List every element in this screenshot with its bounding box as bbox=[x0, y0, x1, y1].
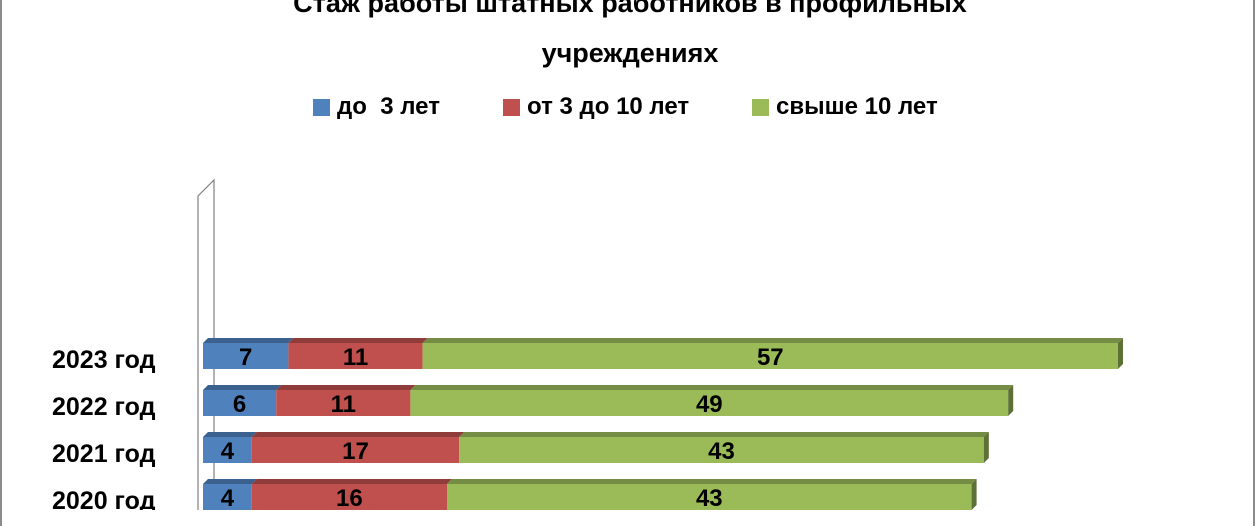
bar-side-face bbox=[983, 432, 989, 463]
bar-front-face bbox=[447, 484, 972, 510]
legend: до 3 лет от 3 до 10 лет свыше 10 лет bbox=[0, 93, 1260, 125]
legend-item-over-10: свыше 10 лет bbox=[752, 93, 938, 121]
bar-front-face bbox=[459, 437, 984, 463]
bar-segment-1-1: 11 bbox=[276, 385, 416, 418]
bar-top-face bbox=[203, 432, 257, 437]
data-label: 6 bbox=[233, 391, 246, 418]
bar-front-face bbox=[410, 390, 1009, 416]
chart-title: Стаж работы штатных работников в профиль… bbox=[0, 0, 1260, 78]
bar-front-face bbox=[288, 343, 423, 369]
legend-label-3-to-10: от 3 до 10 лет bbox=[527, 93, 690, 120]
bar-segment-3-0: 4 bbox=[203, 479, 257, 510]
bar-segment-0-2: 57 bbox=[422, 338, 1124, 371]
data-label: 57 bbox=[757, 344, 784, 371]
legend-swatch-3-to-10 bbox=[503, 98, 520, 116]
data-label: 43 bbox=[708, 438, 735, 465]
bar-top-face bbox=[203, 479, 257, 484]
data-label: 11 bbox=[343, 344, 368, 371]
bar-front-face bbox=[251, 437, 460, 463]
chart-title-line-1: Стаж работы штатных работников в профиль… bbox=[293, 0, 967, 18]
bar-front-face bbox=[276, 390, 411, 416]
bar-front-face bbox=[203, 343, 289, 369]
category-label: 2023 год bbox=[52, 346, 156, 374]
chart-title-line-2: учреждениях bbox=[541, 38, 719, 68]
data-label: 17 bbox=[342, 438, 369, 465]
bar-top-face bbox=[459, 432, 989, 437]
legend-swatch-under-3 bbox=[313, 98, 330, 116]
data-label: 43 bbox=[696, 485, 723, 510]
bar-front-face bbox=[203, 437, 252, 463]
category-label: 2020 год bbox=[52, 487, 156, 510]
bar-segment-3-1: 16 bbox=[251, 479, 452, 510]
bar-segment-0-1: 11 bbox=[288, 338, 428, 371]
data-label: 49 bbox=[696, 391, 723, 418]
bar-top-face bbox=[203, 338, 294, 343]
bar-top-face bbox=[288, 338, 428, 343]
bar-top-face bbox=[251, 479, 452, 484]
category-label: 2022 год bbox=[52, 393, 156, 421]
data-label: 11 bbox=[331, 391, 356, 418]
bar-top-face bbox=[422, 338, 1124, 343]
bar-top-face bbox=[203, 385, 282, 390]
bar-segment-2-1: 17 bbox=[251, 432, 465, 465]
bars-group: 7 11 57 6 11 49 4 17 43 4 16 43 bbox=[203, 338, 1124, 510]
data-label: 4 bbox=[221, 485, 235, 510]
bar-segment-2-2: 43 bbox=[459, 432, 989, 465]
bar-segment-0-0: 7 bbox=[203, 338, 294, 371]
legend-label-over-10: свыше 10 лет bbox=[776, 93, 938, 120]
data-label: 7 bbox=[239, 344, 252, 371]
bar-segment-1-2: 49 bbox=[410, 385, 1014, 418]
bar-segment-2-0: 4 bbox=[203, 432, 257, 465]
data-label: 4 bbox=[221, 438, 235, 465]
bar-front-face bbox=[203, 484, 252, 510]
bar-top-face bbox=[251, 432, 465, 437]
bar-front-face bbox=[251, 484, 447, 510]
bar-side-face bbox=[1008, 385, 1014, 416]
bar-segment-1-0: 6 bbox=[203, 385, 282, 418]
bar-top-face bbox=[410, 385, 1014, 390]
bar-top-face bbox=[276, 385, 416, 390]
legend-item-under-3: до 3 лет bbox=[313, 93, 440, 121]
bar-front-face bbox=[203, 390, 277, 416]
bar-front-face bbox=[422, 343, 1119, 369]
legend-swatch-over-10 bbox=[752, 98, 769, 116]
bar-top-face bbox=[447, 479, 977, 484]
bar-side-face bbox=[971, 479, 977, 510]
data-label: 16 bbox=[336, 485, 363, 510]
category-label: 2021 год bbox=[52, 440, 156, 468]
legend-label-under-3: до 3 лет bbox=[337, 93, 440, 120]
category-labels: 2023 год 2022 год 2021 год 2020 год bbox=[52, 346, 156, 510]
bar-side-face bbox=[1118, 338, 1123, 369]
bar-segment-3-2: 43 bbox=[447, 479, 977, 510]
legend-item-3-to-10: от 3 до 10 лет bbox=[503, 93, 689, 121]
